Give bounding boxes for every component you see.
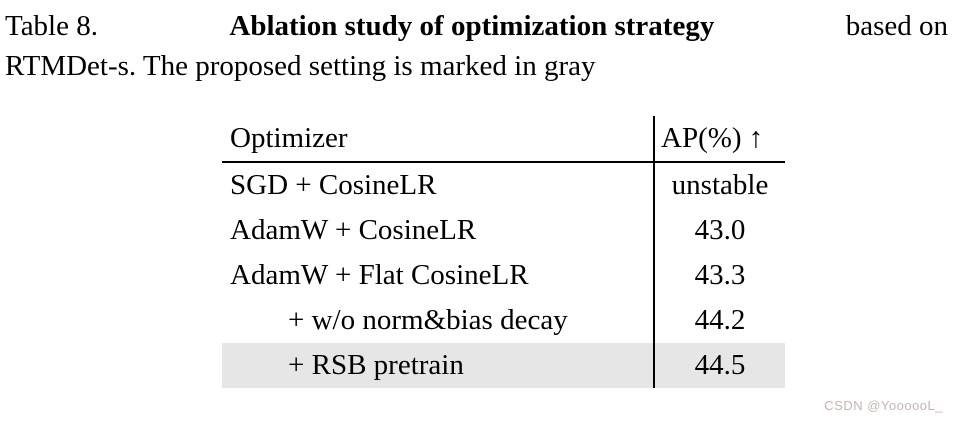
table-caption: Table 8. Ablation study of optimization … <box>5 6 948 86</box>
caption-line1-tail: based on <box>845 10 948 42</box>
cell-optimizer: SGD + CosineLR <box>230 169 437 201</box>
table-row: + w/o norm&bias decay 44.2 <box>222 298 785 343</box>
cell-ap: unstable <box>653 162 785 208</box>
cell-ap: 43.3 <box>653 253 785 298</box>
csdn-watermark: CSDN @YoooooL_ <box>824 398 943 413</box>
cell-optimizer: AdamW + Flat CosineLR <box>230 259 529 291</box>
cell-optimizer: + w/o norm&bias decay <box>288 304 568 336</box>
ablation-table: Optimizer AP(%) ↑ SGD + CosineLR unstabl… <box>222 116 785 388</box>
cell-ap: 43.0 <box>653 208 785 253</box>
header-ap: AP(%) ↑ <box>653 116 785 163</box>
header-optimizer: Optimizer <box>222 116 654 163</box>
table-row: AdamW + CosineLR 43.0 <box>222 208 785 253</box>
table-row: AdamW + Flat CosineLR 43.3 <box>222 253 785 298</box>
caption-table-number: Table 8. <box>5 10 98 42</box>
cell-optimizer: + RSB pretrain <box>288 349 464 381</box>
cell-ap: 44.5 <box>653 343 785 388</box>
cell-optimizer: AdamW + CosineLR <box>230 214 477 246</box>
cell-ap: 44.2 <box>653 298 785 343</box>
table-row-highlighted: + RSB pretrain 44.5 <box>222 343 785 388</box>
caption-bold-title: Ablation study of optimization strategy <box>229 10 715 42</box>
table-header-row: Optimizer AP(%) ↑ <box>222 116 785 163</box>
caption-line-2: RTMDet-s. The proposed setting is marked… <box>5 50 596 83</box>
caption-line-1: Table 8. Ablation study of optimization … <box>5 6 948 46</box>
table-row: SGD + CosineLR unstable <box>222 162 785 208</box>
